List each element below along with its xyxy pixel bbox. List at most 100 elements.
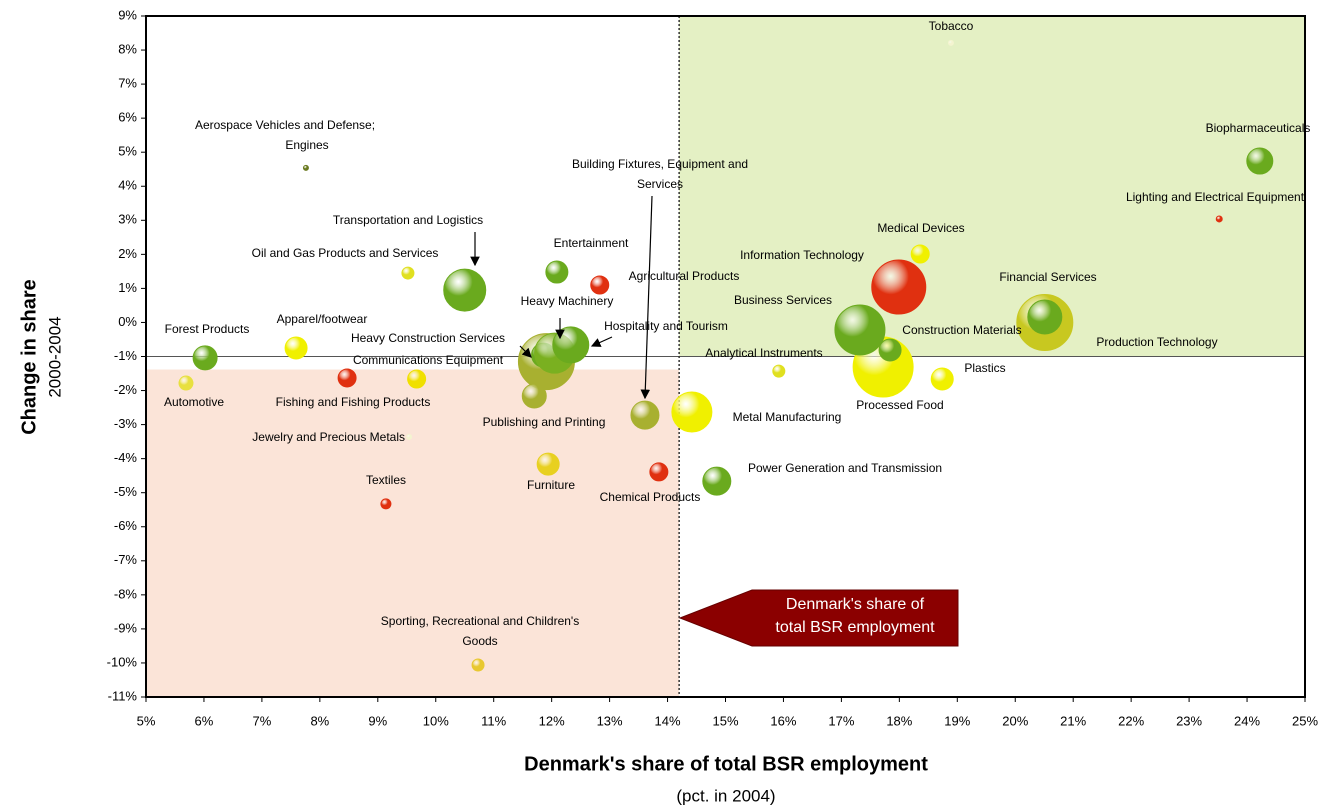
y-tick-label: 5%: [118, 144, 137, 159]
x-tick-label: 17%: [828, 713, 854, 728]
point-label: Heavy Machinery: [521, 294, 614, 308]
point-label: Engines: [285, 138, 328, 152]
x-tick-label: 25%: [1292, 713, 1318, 728]
bubble: [406, 433, 413, 440]
y-tick-label: -11%: [108, 688, 138, 703]
x-axis-subtitle: (pct. in 2004): [676, 786, 775, 805]
point-label: Tobacco: [929, 19, 974, 33]
point-label: Goods: [462, 634, 497, 648]
bubble: [947, 39, 954, 46]
x-tick-label: 13%: [597, 713, 623, 728]
point-label: Heavy Construction Services: [351, 331, 505, 345]
bubble: [302, 164, 309, 171]
point-label: Building Fixtures, Equipment and: [572, 157, 748, 171]
bubble: [471, 658, 485, 672]
bubble: [545, 260, 569, 284]
bubble: [1027, 299, 1063, 335]
y-tick-label: 7%: [118, 76, 137, 91]
point-label: Plastics: [964, 361, 1005, 375]
bubble: [630, 400, 660, 430]
point-label: Jewelry and Precious Metals: [252, 430, 405, 444]
bubble: [178, 375, 194, 391]
leader-arrow: [519, 345, 532, 358]
bubble: [380, 498, 392, 510]
bubble: [878, 338, 902, 362]
x-tick-label: 9%: [368, 713, 387, 728]
x-tick-label: 19%: [944, 713, 970, 728]
y-tick-label: 1%: [118, 280, 137, 295]
y-axis-title: Change in share: [18, 279, 40, 435]
bubble: [552, 326, 590, 364]
bubble: [337, 368, 357, 388]
point-label: Aerospace Vehicles and Defense;: [195, 118, 375, 132]
point-label: Agricultural Products: [629, 269, 740, 283]
y-tick-label: -2%: [114, 382, 138, 397]
y-tick-label: -9%: [114, 620, 138, 635]
point-label: Transportation and Logistics: [333, 213, 483, 227]
x-tick-label: 12%: [539, 713, 565, 728]
point-label: Publishing and Printing: [483, 415, 606, 429]
x-tick-label: 22%: [1118, 713, 1144, 728]
callout-text: total BSR employment: [775, 619, 935, 636]
x-tick-label: 10%: [423, 713, 449, 728]
point-label: Chemical Products: [600, 490, 701, 504]
y-tick-label: -3%: [114, 416, 138, 431]
bubble: [930, 367, 954, 391]
y-axis-subtitle: 2000-2004: [45, 316, 64, 397]
bubble: [1215, 215, 1223, 223]
x-tick-label: 5%: [137, 713, 156, 728]
x-tick-label: 16%: [770, 713, 796, 728]
y-tick-label: -7%: [114, 552, 138, 567]
x-tick-label: 18%: [886, 713, 912, 728]
bubble: [443, 268, 487, 312]
point-label: Entertainment: [554, 236, 629, 250]
point-label: Services: [637, 177, 683, 191]
y-tick-label: -5%: [114, 484, 138, 499]
y-tick-label: -1%: [114, 348, 138, 363]
point-label: Business Services: [734, 293, 832, 307]
point-label: Forest Products: [165, 322, 250, 336]
bubble: [910, 244, 930, 264]
point-label: Sporting, Recreational and Children's: [381, 614, 579, 628]
point-label: Communications Equipment: [353, 353, 504, 367]
x-tick-label: 7%: [253, 713, 272, 728]
x-tick-label: 14%: [655, 713, 681, 728]
x-tick-label: 15%: [712, 713, 738, 728]
x-tick-label: 6%: [195, 713, 214, 728]
quadrant-high: [679, 16, 1305, 357]
x-tick-label: 24%: [1234, 713, 1260, 728]
point-label: Power Generation and Transmission: [748, 461, 942, 475]
point-label: Biopharmaceuticals: [1206, 121, 1311, 135]
x-tick-label: 21%: [1060, 713, 1086, 728]
bubble: [834, 304, 886, 356]
y-tick-label: 6%: [118, 110, 137, 125]
bubble: [192, 345, 218, 371]
point-label: Financial Services: [999, 270, 1096, 284]
point-label: Information Technology: [740, 248, 864, 262]
y-tick-label: 0%: [118, 314, 137, 329]
y-tick-label: -10%: [107, 654, 138, 669]
bubble: [284, 336, 308, 360]
point-label: Analytical Instruments: [705, 346, 822, 360]
point-label: Oil and Gas Products and Services: [252, 246, 439, 260]
x-tick-label: 20%: [1002, 713, 1028, 728]
y-tick-label: -4%: [114, 450, 138, 465]
bubble: [871, 259, 927, 315]
leader-arrow: [590, 336, 613, 347]
bubble: [671, 391, 713, 433]
point-label: Furniture: [527, 478, 575, 492]
point-label: Automotive: [164, 395, 224, 409]
y-tick-label: 4%: [118, 178, 137, 193]
bubble: [702, 466, 732, 496]
bubble: [536, 452, 560, 476]
y-tick-label: -6%: [114, 518, 138, 533]
point-label: Lighting and Electrical Equipment: [1126, 190, 1305, 204]
point-label: Apparel/footwear: [277, 312, 368, 326]
y-tick-label: 9%: [118, 7, 137, 22]
x-axis-title: Denmark's share of total BSR employment: [524, 753, 928, 775]
point-label: Textiles: [366, 473, 406, 487]
point-label: Fishing and Fishing Products: [276, 395, 431, 409]
point-label: Processed Food: [856, 398, 943, 412]
point-label: Medical Devices: [877, 221, 964, 235]
